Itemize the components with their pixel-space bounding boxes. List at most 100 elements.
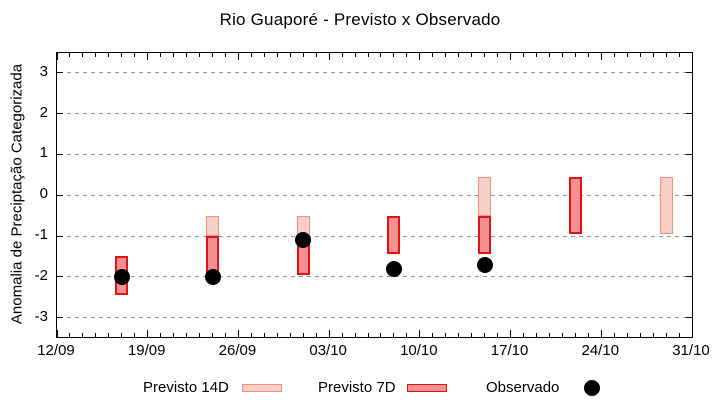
x-major-tick-top xyxy=(419,53,421,60)
x-minor-tick xyxy=(471,333,473,337)
x-tick-label: 10/10 xyxy=(400,342,438,359)
x-minor-tick-top xyxy=(224,53,226,57)
legend-label-previsto-7d: Previsto 7D xyxy=(318,379,396,396)
x-minor-tick xyxy=(393,333,395,337)
x-minor-tick xyxy=(678,333,680,337)
x-minor-tick xyxy=(186,333,188,337)
y-tick-left xyxy=(57,317,63,319)
x-minor-tick xyxy=(535,333,537,337)
x-minor-tick xyxy=(212,333,213,337)
x-minor-tick-top xyxy=(639,53,641,57)
x-minor-tick-top xyxy=(69,53,71,57)
x-tick-label: 12/09 xyxy=(37,342,75,359)
x-minor-tick xyxy=(665,333,667,337)
x-minor-tick-top xyxy=(380,53,382,57)
x-minor-tick xyxy=(561,333,563,337)
x-tick-label: 17/10 xyxy=(490,342,529,359)
x-minor-tick-top xyxy=(82,53,84,57)
gridline-y1 xyxy=(59,153,690,155)
x-minor-tick-top xyxy=(445,53,447,57)
x-minor-tick xyxy=(289,333,291,337)
observado-dot xyxy=(476,256,493,273)
y-tick-label: 1 xyxy=(39,144,48,162)
x-minor-tick-top xyxy=(393,53,395,57)
bar-previsto-7d xyxy=(568,176,582,234)
observado-dot xyxy=(113,268,130,285)
x-minor-tick xyxy=(341,333,343,337)
x-tick-label: 31/10 xyxy=(672,342,710,359)
gridline-y2 xyxy=(59,113,690,115)
x-minor-tick-top xyxy=(160,53,162,57)
x-minor-tick-top xyxy=(173,53,175,57)
x-minor-tick xyxy=(380,333,382,337)
x-minor-tick-top xyxy=(302,53,304,57)
x-minor-tick-top xyxy=(432,53,434,57)
x-minor-tick-top xyxy=(406,53,408,57)
legend-swatch-previsto-14d xyxy=(242,384,282,392)
x-minor-tick xyxy=(587,333,589,337)
x-major-tick-top xyxy=(237,53,239,60)
x-minor-tick-top xyxy=(199,53,201,57)
x-major-tick xyxy=(419,330,421,337)
x-minor-tick xyxy=(458,333,460,337)
observado-dot xyxy=(295,232,312,249)
x-minor-tick xyxy=(574,333,576,337)
x-minor-tick-top xyxy=(626,53,628,57)
gridline-y-2 xyxy=(59,276,690,278)
bar-previsto-14d xyxy=(659,176,673,234)
x-major-tick xyxy=(56,330,58,337)
x-major-tick-top xyxy=(147,53,149,60)
y-tick-left xyxy=(57,276,63,278)
x-minor-tick xyxy=(276,333,278,337)
chart-title: Rio Guaporé - Previsto x Observado xyxy=(219,10,501,29)
x-minor-tick-top xyxy=(315,53,317,57)
x-minor-tick-top xyxy=(652,53,654,57)
x-tick-label: 26/09 xyxy=(218,342,257,359)
x-minor-tick xyxy=(250,333,252,337)
x-minor-tick xyxy=(224,333,226,337)
x-minor-tick xyxy=(302,333,304,337)
x-minor-tick-top xyxy=(574,53,576,57)
gridline-y-1 xyxy=(59,235,690,237)
y-tick-label: -2 xyxy=(34,266,48,284)
x-minor-tick xyxy=(160,333,162,337)
x-minor-tick-top xyxy=(484,53,486,57)
bar-previsto-14d xyxy=(478,176,492,216)
x-minor-tick-top xyxy=(95,53,97,57)
x-minor-tick-top xyxy=(289,53,291,57)
legend-swatch-previsto-7d xyxy=(407,384,447,392)
bar-previsto-7d xyxy=(387,215,401,255)
y-tick-right xyxy=(686,317,692,319)
x-minor-tick-top xyxy=(341,53,343,57)
x-minor-tick xyxy=(199,333,201,337)
x-minor-tick xyxy=(354,333,356,337)
legend-label-previsto-14d: Previsto 14D xyxy=(143,379,229,396)
x-minor-tick-top xyxy=(523,53,525,57)
x-major-tick xyxy=(600,330,602,337)
x-minor-tick xyxy=(263,333,265,337)
x-minor-tick-top xyxy=(186,53,188,57)
x-minor-tick-top xyxy=(212,53,213,57)
observado-dot xyxy=(385,260,402,277)
x-minor-tick xyxy=(82,333,84,337)
legend-observado-dot xyxy=(584,380,600,396)
x-major-tick xyxy=(147,330,149,337)
bar-previsto-7d xyxy=(206,236,219,273)
x-minor-tick xyxy=(121,333,123,337)
x-minor-tick-top xyxy=(134,53,136,57)
bar-previsto-7d xyxy=(478,215,492,255)
y-tick-label: 2 xyxy=(39,103,48,121)
x-minor-tick xyxy=(639,333,641,337)
observado-dot xyxy=(204,268,221,285)
x-minor-tick-top xyxy=(561,53,563,57)
x-minor-tick xyxy=(95,333,97,337)
x-minor-tick xyxy=(432,333,434,337)
x-minor-tick xyxy=(367,333,369,337)
x-tick-label: 03/10 xyxy=(309,342,347,359)
x-major-tick-top xyxy=(691,53,693,60)
x-minor-tick xyxy=(406,333,408,337)
x-tick-label: 24/10 xyxy=(581,342,620,359)
x-minor-tick-top xyxy=(108,53,110,57)
bar-previsto-14d xyxy=(206,215,219,237)
x-major-tick-top xyxy=(56,53,58,60)
